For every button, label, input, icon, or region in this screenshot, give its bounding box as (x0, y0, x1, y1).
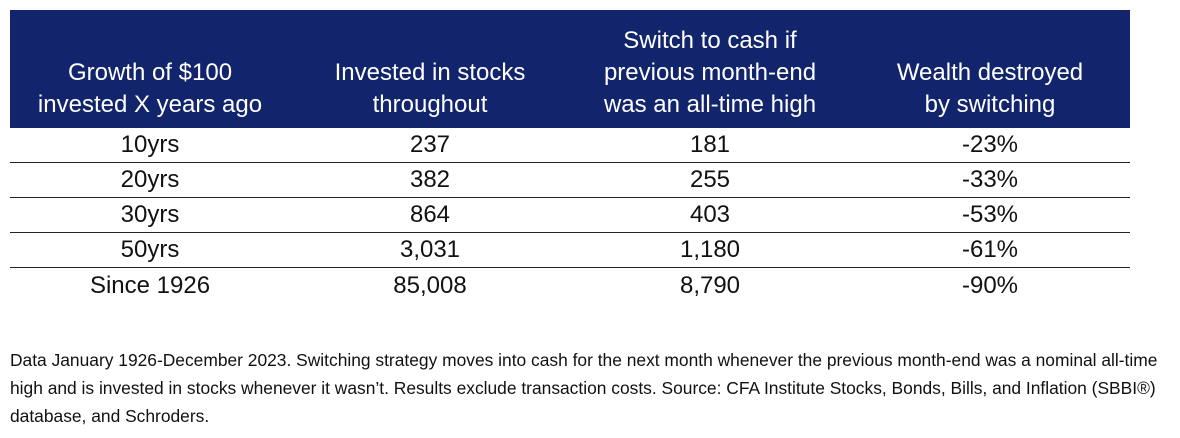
header-line: invested X years ago (37, 91, 263, 118)
column-header-invested: Invested in stocks throughout (290, 10, 570, 128)
cell-wealth-destroyed: -33% (850, 162, 1130, 198)
cell-switch: 255 (570, 162, 850, 198)
table-row: 50yrs 3,031 1,180 -61% (10, 232, 1130, 268)
cell-period: 20yrs (10, 162, 290, 198)
table-header: Growth of $100 invested X years ago Inve… (10, 10, 1130, 128)
cell-period: Since 1926 (89, 272, 211, 299)
cell-switch: 403 (570, 197, 850, 233)
header-line: Invested in stocks (334, 59, 526, 86)
column-header-wealth-destroyed: Wealth destroyed by switching (850, 10, 1130, 128)
table-row: 20yrs 382 255 -33% (10, 162, 1130, 198)
header-line: previous month-end (603, 59, 817, 86)
column-header-growth: Growth of $100 invested X years ago (10, 10, 290, 128)
cell-switch: 1,180 (570, 232, 850, 268)
cell-invested: 382 (290, 162, 570, 198)
table-row: Since 1926 85,008 8,790 -90% (10, 268, 1130, 305)
table-container: Growth of $100 invested X years ago Inve… (10, 10, 1130, 304)
header-row: Growth of $100 invested X years ago Inve… (10, 10, 1130, 128)
cell-period: 10yrs (10, 128, 290, 163)
cell-invested: 3,031 (290, 232, 570, 268)
column-header-switch: Switch to cash if previous month-end was… (570, 10, 850, 128)
cell-invested: 237 (290, 128, 570, 163)
growth-table: Growth of $100 invested X years ago Inve… (10, 10, 1130, 304)
cell-switch: 181 (570, 128, 850, 163)
header-line: was an all-time high (603, 91, 817, 118)
cell-wealth-destroyed: -53% (850, 197, 1130, 233)
cell-invested: 864 (290, 197, 570, 233)
table-row: 30yrs 864 403 -53% (10, 197, 1130, 233)
header-line: by switching (924, 91, 1056, 118)
header-line: Switch to cash if (623, 27, 797, 54)
table-body: 10yrs 237 181 -23% 20yrs 382 255 -33% 30… (10, 128, 1130, 304)
cell-period: 50yrs (10, 232, 290, 268)
cell-switch: 8,790 (679, 272, 741, 299)
cell-invested: 85,008 (393, 272, 467, 299)
header-line: throughout (372, 91, 488, 118)
table-row: 10yrs 237 181 -23% (10, 128, 1130, 163)
footnote: Data January 1926-December 2023. Switchi… (10, 350, 1158, 426)
header-line: Wealth destroyed (896, 59, 1084, 86)
cell-wealth-destroyed: -23% (850, 128, 1130, 163)
cell-wealth-destroyed: -61% (850, 232, 1130, 268)
cell-wealth-destroyed: -90% (961, 272, 1019, 299)
cell-period: 30yrs (10, 197, 290, 233)
header-line: Growth of $100 (67, 59, 233, 86)
